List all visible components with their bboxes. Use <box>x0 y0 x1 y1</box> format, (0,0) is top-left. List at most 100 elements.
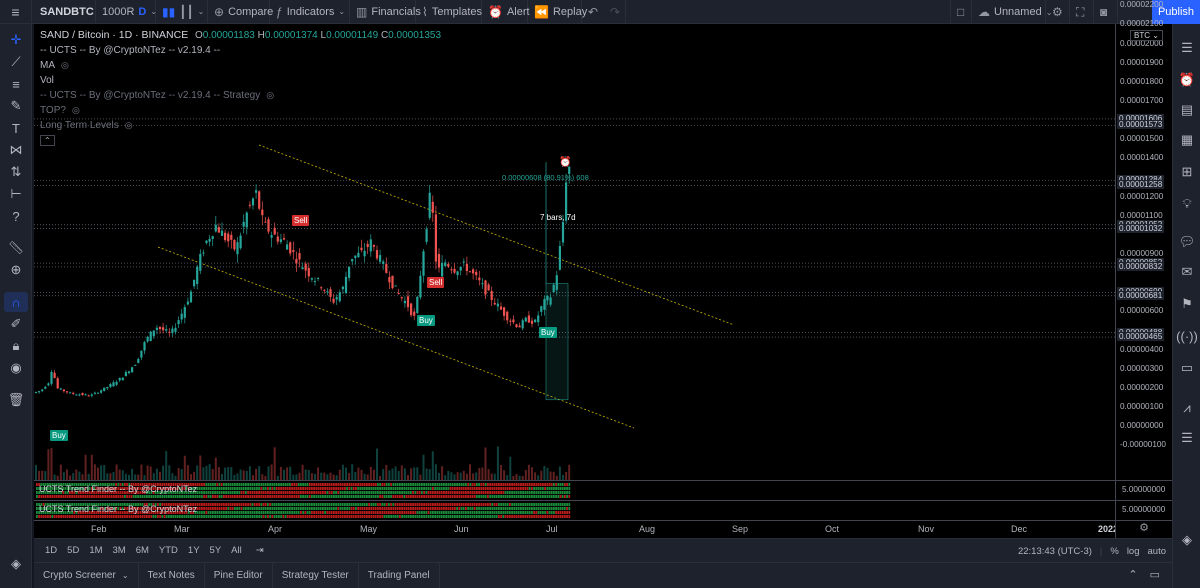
settings-button[interactable]: ⚙ <box>1046 0 1070 24</box>
remove-drawings-tool[interactable]: 🗑︎ <box>4 390 28 410</box>
range-button-3m[interactable]: 3M <box>112 545 126 556</box>
indicator-legend-top[interactable]: TOP? ◎ <box>40 105 80 116</box>
alerts-button[interactable]: ⏰ <box>1177 70 1197 90</box>
time-scale[interactable]: Feb Mar Apr May Jun Jul Aug Sep Oct Nov Dec 2022 <box>34 520 1118 538</box>
log-toggle[interactable]: log <box>1126 545 1140 557</box>
histogram-cell <box>533 507 535 510</box>
hide-drawings-tool[interactable]: ◉ <box>4 358 28 378</box>
range-button-ytd[interactable]: YTD <box>158 545 178 556</box>
dom-button[interactable]: ▭ <box>1177 358 1197 378</box>
measure-tool[interactable]: ⊢ <box>4 184 28 204</box>
histogram-cell <box>546 511 549 514</box>
range-button-6m[interactable]: 6M <box>135 545 149 556</box>
interval-button[interactable]: 1000R D ⌄ <box>96 0 157 24</box>
eye-off-icon[interactable]: ◎ <box>71 105 80 115</box>
range-button-1y[interactable]: 1Y <box>187 545 200 556</box>
main-chart-pane[interactable]: SAND / Bitcoin · 1D · BINANCE O0.0000118… <box>34 24 1115 520</box>
histogram-cell <box>559 483 562 486</box>
redo-button[interactable]: ↷ <box>604 0 626 24</box>
text-tool[interactable]: T <box>4 118 28 138</box>
watchlist-button[interactable]: ☰ <box>1177 38 1197 58</box>
alert-button[interactable]: ⏰ Alert <box>482 0 530 24</box>
replay-button[interactable]: ⏪ Replay <box>528 0 587 24</box>
crosshair-tool[interactable]: ✛ <box>4 30 28 50</box>
histogram-cell <box>66 515 69 518</box>
legend-collapse-button[interactable]: ⌃ <box>40 133 441 148</box>
ruler-tool[interactable]: 📏︎ <box>4 238 28 258</box>
undo-button[interactable]: ↶ <box>582 0 604 24</box>
candle-body <box>416 296 419 314</box>
financials-button[interactable]: ▥ Financials <box>350 0 421 24</box>
streams-button[interactable]: ✉ <box>1177 262 1197 282</box>
zoom-tool[interactable]: ⊕ <box>4 260 28 280</box>
collapse-panel-icon[interactable]: ⌃ <box>1128 569 1138 581</box>
object-tree-button[interactable]: ◈ <box>1177 530 1197 550</box>
range-button-1m[interactable]: 1M <box>89 545 103 556</box>
price-scale[interactable]: 0.00002200 0.00002100 0.00002000 0.00001900… <box>1115 0 1172 520</box>
goto-date-button[interactable]: ⇥ <box>251 545 269 556</box>
histogram-cell <box>75 487 78 490</box>
percent-toggle[interactable]: % <box>1110 545 1119 557</box>
alarm-clock-icon[interactable]: ⏰ <box>559 157 572 168</box>
prediction-tool[interactable]: ⇅ <box>4 162 28 182</box>
maximize-panel-icon[interactable]: ▭ <box>1149 569 1160 581</box>
trend-finder-pane-2[interactable]: UCTS Trend Finder -- By @CryptoNTez <box>34 500 1115 519</box>
pattern-tool[interactable]: ⋈ <box>4 140 28 160</box>
tab-pine-editor[interactable]: Pine Editor <box>205 562 273 588</box>
select-layout-button[interactable]: □ <box>950 0 972 24</box>
range-button-5d[interactable]: 5D <box>67 545 80 556</box>
trendline-tool[interactable]: ⟋ <box>4 52 28 72</box>
eye-off-icon[interactable]: ◎ <box>61 60 69 70</box>
data-window-button[interactable]: ▤ <box>1177 100 1197 120</box>
templates-button[interactable]: ⌇ Templates <box>416 0 482 24</box>
indicators-button[interactable]: ƒ Indicators ⌄ <box>270 0 350 24</box>
histogram-cell <box>209 507 212 510</box>
help-tool[interactable]: ? <box>4 206 28 226</box>
layout-name-button[interactable]: ☁ Unnamed ⌄ <box>972 0 1052 24</box>
tab-strategy-tester[interactable]: Strategy Tester <box>273 562 359 588</box>
help-center-button[interactable]: ☰ <box>1177 428 1197 448</box>
range-button-1d[interactable]: 1D <box>45 545 58 556</box>
histogram-cell <box>489 491 491 494</box>
histogram-cell <box>231 507 234 510</box>
fullscreen-button[interactable]: ⛶ <box>1070 0 1094 24</box>
brush-tool[interactable]: ✎ <box>4 96 28 116</box>
tab-crypto-screener[interactable]: Crypto Screener ⌄ <box>34 562 139 588</box>
magnet-tool[interactable]: ∩ <box>4 292 28 312</box>
publish-button[interactable]: Publish <box>1152 0 1200 24</box>
snapshot-button[interactable]: ◙ <box>1094 0 1118 24</box>
tab-text-notes[interactable]: Text Notes <box>139 562 205 588</box>
stay-drawing-tool[interactable]: ✐ <box>4 314 28 334</box>
trend-finder-pane-1[interactable]: UCTS Trend Finder -- By @CryptoNTez <box>34 480 1115 499</box>
trading-button[interactable]: ⩘ <box>1177 398 1197 418</box>
eye-off-icon[interactable]: ◎ <box>124 120 133 130</box>
symbol-search-button[interactable]: SANDBTC <box>0 0 96 24</box>
currency-badge[interactable]: BTC ⌄ <box>1130 30 1163 41</box>
ideas-button[interactable]: 💡︎ <box>1177 194 1197 214</box>
chart-type-button[interactable]: ▮▮ ┃┃ ⌄ <box>156 0 208 24</box>
range-button-all[interactable]: All <box>231 545 242 556</box>
scale-settings-button[interactable]: ⚙ <box>1115 520 1172 538</box>
indicator-legend-long-term-levels[interactable]: Long Term Levels ◎ <box>40 120 133 131</box>
indicator-legend-ucts[interactable]: -- UCTS -- By @CryptoNTez -- v2.19.4 -- <box>40 45 221 56</box>
indicator-legend-ma[interactable]: MA ◎ <box>40 60 69 71</box>
fib-tool[interactable]: ≡ <box>4 74 28 94</box>
notifications-button[interactable]: ((·)) <box>1176 326 1198 346</box>
object-tree-button[interactable]: ◈ <box>4 554 28 574</box>
hotlists-button[interactable]: ⊞ <box>1177 162 1197 182</box>
calendar-button[interactable]: ▦ <box>1177 130 1197 150</box>
menu-button[interactable]: ≡ <box>0 0 32 24</box>
level-price-label: 0.00001573 <box>1117 120 1165 130</box>
clock-label[interactable]: 22:13:43 (UTC-3) <box>1017 545 1092 557</box>
indicator-legend-ucts-strategy[interactable]: -- UCTS -- By @CryptoNTez -- v2.19.4 -- … <box>40 90 275 101</box>
tab-trading-panel[interactable]: Trading Panel <box>359 562 440 588</box>
auto-toggle[interactable]: auto <box>1147 545 1167 557</box>
range-button-5y[interactable]: 5Y <box>209 545 222 556</box>
lock-tool[interactable]: 🔒︎ <box>4 336 28 356</box>
eye-off-icon[interactable]: ◎ <box>266 90 275 100</box>
order-panel-button[interactable]: ⚑ <box>1177 294 1197 314</box>
compare-button[interactable]: ⊕ Compare <box>208 0 273 24</box>
histogram-cell <box>456 507 458 510</box>
indicator-legend-vol[interactable]: Vol <box>40 75 54 86</box>
chats-button[interactable]: 💬︎ <box>1177 232 1197 252</box>
